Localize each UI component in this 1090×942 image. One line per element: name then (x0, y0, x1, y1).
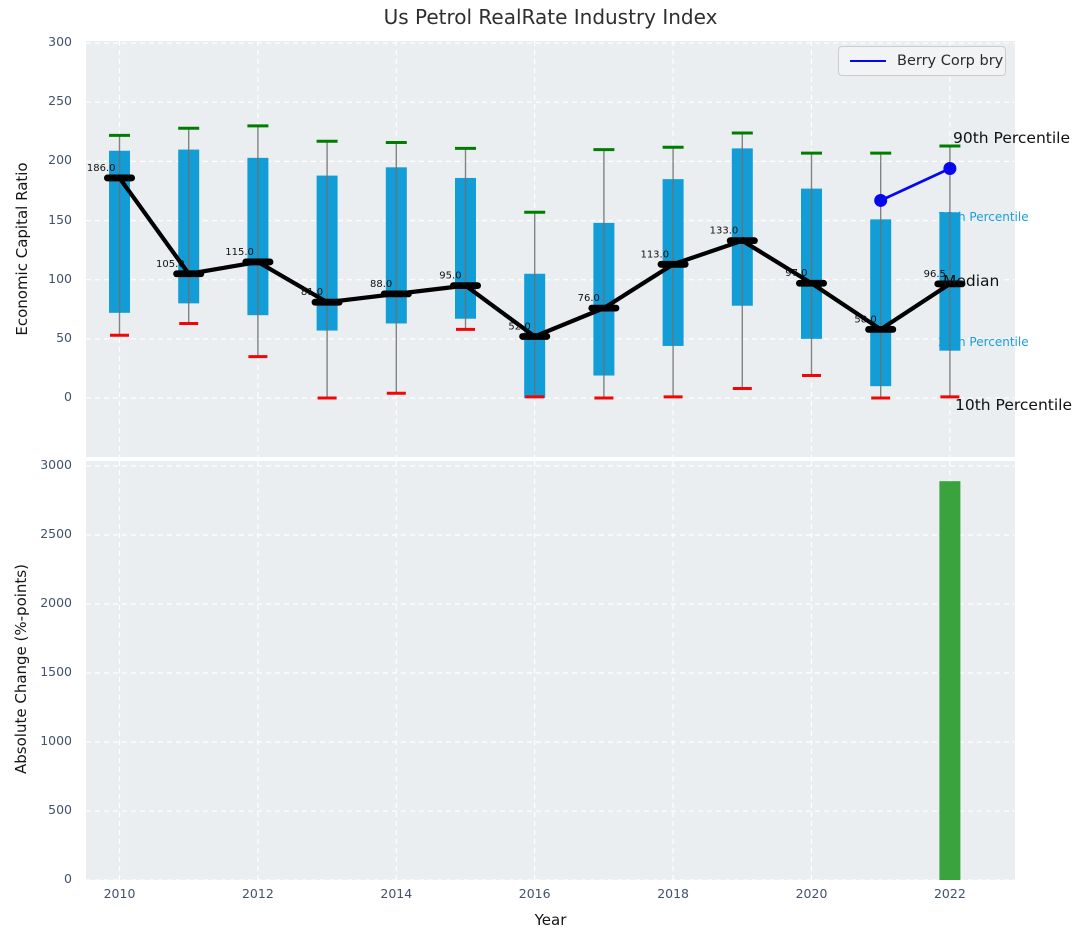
bottom-ytick-1500: 1500 (40, 664, 72, 679)
candle-2019 (731, 131, 753, 391)
median-dash (519, 333, 551, 340)
change-bar-2022 (939, 481, 961, 880)
median-dash (865, 325, 897, 333)
annotation-25th-percentile: 25th Percentile (938, 335, 1029, 349)
median-dash (380, 290, 412, 298)
median-dash (450, 282, 481, 290)
median-dash (588, 304, 620, 312)
top-ytick-250: 250 (48, 93, 72, 109)
median-dash (104, 174, 135, 182)
annotation-10th-percentile: 10th Percentile (955, 396, 1072, 414)
median-dash (173, 270, 205, 278)
candles (109, 124, 961, 400)
top-plot-area (86, 41, 1015, 457)
company-series (874, 161, 957, 207)
gridlines (86, 41, 1015, 881)
median-value-label: 76.0 (578, 293, 600, 304)
median-dash (934, 280, 966, 288)
median-value-label: 105.0 (156, 259, 185, 270)
median-dash (242, 258, 274, 266)
median-value-label: 133.0 (710, 226, 739, 237)
candle-2011 (178, 126, 200, 325)
median-value-label: 113.0 (640, 249, 669, 260)
bottom-ytick-2500: 2500 (40, 526, 72, 541)
median-value-label: 52.0 (508, 321, 530, 332)
top-ytick-100: 100 (48, 270, 72, 286)
candle-2016 (524, 210, 546, 399)
candle-2018 (662, 145, 684, 399)
annotation-75th-percentile: 75th Percentile (938, 210, 1029, 224)
bottom-ytick-500: 500 (48, 802, 72, 817)
annotation-median: Median (943, 272, 999, 290)
median-value-label: 115.0 (225, 247, 254, 258)
company-point (874, 193, 888, 207)
legend: Berry Corp bry (838, 46, 1006, 76)
candle-2021 (870, 151, 892, 400)
top-ytick-150: 150 (48, 211, 72, 227)
candle-2014 (385, 140, 407, 395)
median-value-label: 186.0 (87, 163, 116, 174)
xtick-2018: 2018 (657, 886, 689, 901)
median-value-label: 88.0 (370, 279, 392, 290)
x-axis-label: Year (534, 911, 567, 929)
bottom-ytick-1000: 1000 (40, 733, 72, 748)
annotation-90th-percentile: 90th Percentile (953, 129, 1070, 147)
xtick-2010: 2010 (103, 886, 136, 901)
median-dash (657, 260, 689, 268)
xtick-2014: 2014 (380, 886, 413, 901)
median-dash (796, 279, 827, 287)
bottom-plot-area (86, 461, 1015, 880)
legend-label: Berry Corp bry (897, 53, 1004, 69)
median-value-label: 81.0 (301, 287, 323, 298)
candle-2013 (316, 139, 338, 400)
top-ytick-200: 200 (48, 152, 72, 168)
top-ytick-0: 0 (64, 389, 72, 404)
xtick-2022: 2022 (933, 886, 966, 901)
bottom-ytick-0: 0 (64, 871, 72, 886)
median-dash (726, 237, 758, 245)
legend-line-icon (850, 60, 886, 62)
bottom-ytick-2000: 2000 (40, 595, 72, 610)
median-markers: 186.0 105.0 115.0 81.0 88.0 95.0 52.0 76.0 113.0… (87, 163, 966, 340)
top-ytick-50: 50 (56, 329, 72, 345)
candle-2010 (109, 133, 130, 337)
top-ytick-300: 300 (48, 34, 72, 50)
candle-2020 (801, 151, 822, 378)
median-dash (311, 298, 343, 306)
company-point (943, 161, 957, 175)
median-value-label: 58.0 (854, 314, 876, 325)
top-y-axis-label: Economic Capital Ratio (13, 162, 31, 336)
candle-2017 (593, 148, 615, 400)
xtick-2020: 2020 (795, 886, 828, 901)
median-value-label: 96.5 (924, 269, 946, 280)
median-value-label: 95.0 (439, 271, 461, 282)
xtick-2016: 2016 (518, 886, 551, 901)
bottom-ytick-3000: 3000 (40, 457, 72, 472)
candle-2012 (247, 124, 269, 359)
candle-2015 (455, 146, 476, 331)
xtick-2012: 2012 (241, 886, 274, 901)
chart-title: Us Petrol RealRate Industry Index (383, 5, 718, 29)
median-value-label: 97.0 (785, 268, 807, 279)
